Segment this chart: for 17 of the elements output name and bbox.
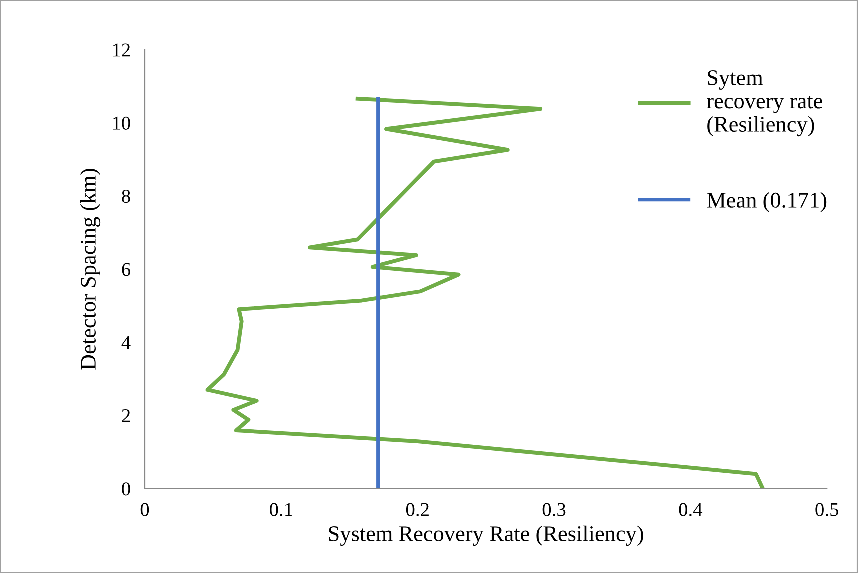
x-axis-title: System Recovery Rate (Resiliency)	[329, 526, 644, 546]
x-tick-label: 0.5	[816, 503, 839, 516]
y-tick-label: 6	[122, 263, 131, 276]
x-tick-label: 0.3	[542, 503, 566, 516]
y-tick-label: 12	[113, 44, 130, 57]
legend-label: Mean (0.171)	[707, 192, 827, 212]
y-tick-label: 10	[113, 116, 130, 130]
legend-label: Sytem recovery rate (Resiliency)	[707, 70, 822, 137]
x-tick-label: 0.4	[679, 503, 703, 516]
x-tick-label: 0.2	[406, 503, 429, 516]
x-tick-label: 0	[140, 503, 150, 516]
x-tick-label: 0.1	[270, 503, 292, 516]
y-tick-label: 8	[122, 190, 130, 204]
y-axis-title: Detector Spacing (km)	[80, 169, 101, 370]
y-tick-label: 2	[122, 409, 130, 422]
y-tick-label: 0	[122, 482, 130, 496]
y-tick-label: 4	[122, 336, 131, 350]
